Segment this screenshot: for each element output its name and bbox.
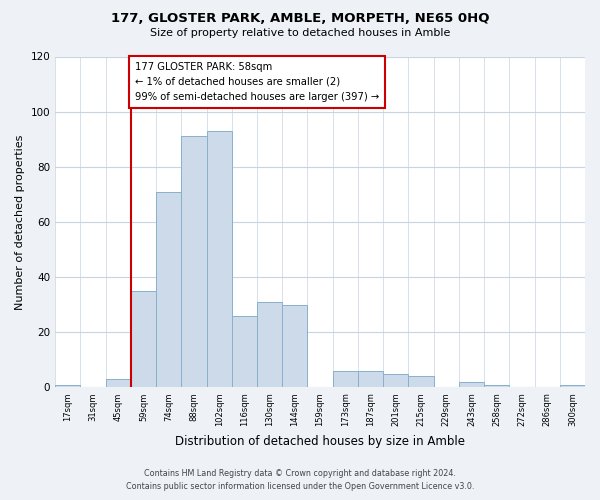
Text: Size of property relative to detached houses in Amble: Size of property relative to detached ho… — [150, 28, 450, 38]
Text: 177 GLOSTER PARK: 58sqm
← 1% of detached houses are smaller (2)
99% of semi-deta: 177 GLOSTER PARK: 58sqm ← 1% of detached… — [134, 62, 379, 102]
X-axis label: Distribution of detached houses by size in Amble: Distribution of detached houses by size … — [175, 434, 465, 448]
Bar — [181, 136, 206, 388]
Bar — [55, 384, 80, 388]
Bar — [358, 371, 383, 388]
Y-axis label: Number of detached properties: Number of detached properties — [15, 134, 25, 310]
Bar — [131, 291, 156, 388]
Bar — [459, 382, 484, 388]
Text: Contains HM Land Registry data © Crown copyright and database right 2024.
Contai: Contains HM Land Registry data © Crown c… — [126, 470, 474, 491]
Bar — [156, 192, 181, 388]
Text: 177, GLOSTER PARK, AMBLE, MORPETH, NE65 0HQ: 177, GLOSTER PARK, AMBLE, MORPETH, NE65 … — [111, 12, 489, 26]
Bar — [282, 304, 307, 388]
Bar — [484, 384, 509, 388]
Bar — [560, 384, 585, 388]
Bar — [383, 374, 409, 388]
Bar — [409, 376, 434, 388]
Bar — [232, 316, 257, 388]
Bar — [206, 131, 232, 388]
Bar — [257, 302, 282, 388]
Bar — [332, 371, 358, 388]
Bar — [106, 379, 131, 388]
